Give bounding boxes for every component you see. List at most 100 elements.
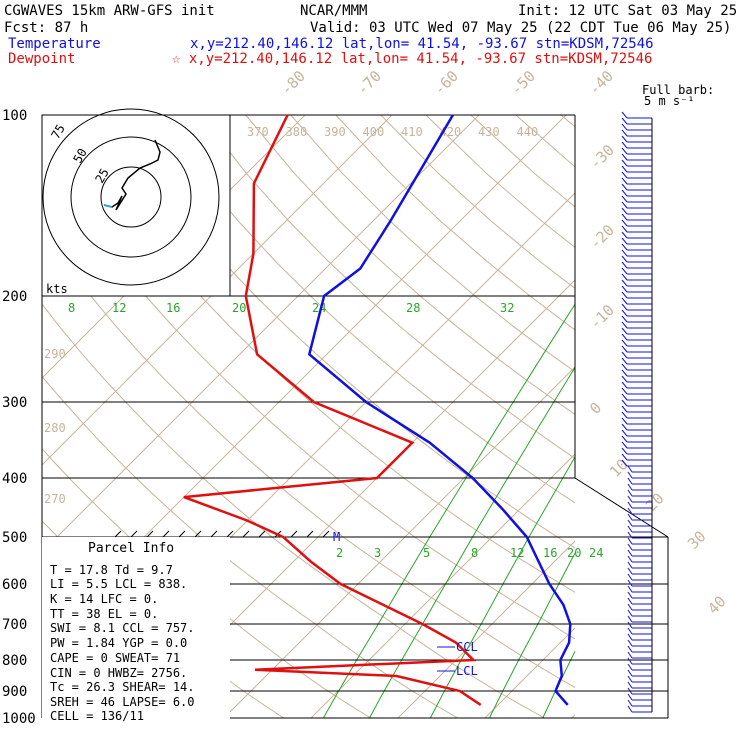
wind-barb-flag [621, 213, 628, 221]
wind-barbs [621, 111, 653, 713]
isotherm-label: -20 [586, 221, 618, 253]
wind-barb-flag [627, 495, 633, 503]
dry-adiabat-line [470, 115, 575, 208]
wind-barb-flag [621, 267, 628, 275]
wind-barb-flag [627, 663, 633, 671]
mixing-ratio-line [489, 552, 575, 718]
wind-barb-flag [621, 147, 628, 155]
wind-barb-flag [621, 333, 628, 341]
hodograph-low-level [103, 204, 113, 208]
wind-barb-flag [621, 459, 628, 467]
wind-barb-flag [621, 435, 628, 443]
wind-barb-flag [621, 243, 628, 251]
dewpoint-legend: Dewpoint [8, 51, 75, 67]
parcel-row: PW = 1.84 YGP = 0.0 [50, 636, 187, 650]
freezing-hatch [178, 530, 186, 538]
freezing-hatch [290, 530, 298, 538]
isotherm-label: 30 [684, 527, 710, 553]
wind-barb-flag [621, 393, 628, 401]
wind-barb-flag [621, 297, 628, 305]
theta-label: 370 [247, 125, 269, 139]
wind-barb-flag [621, 351, 628, 359]
isotherm-label: -40 [585, 67, 617, 99]
freezing-hatch [162, 530, 170, 538]
wind-barb-flag [621, 129, 628, 137]
pressure-tick-label: 300 [2, 395, 27, 411]
wind-barb-flag [621, 123, 628, 131]
mixing-ratio-line [368, 366, 575, 718]
wind-barb-flag [627, 675, 633, 683]
dry-adiabat-line [42, 151, 575, 640]
freezing-hatch [194, 530, 202, 538]
parcel-row: TT = 38 EL = 0. [50, 607, 158, 621]
hodograph: 25 50 75 kts [41, 108, 231, 297]
theta-label: 440 [517, 125, 539, 139]
mixing-ratio-label: 12 [112, 301, 126, 315]
dewpoint-profile [183, 114, 482, 706]
isotherm-label: -70 [353, 67, 385, 99]
barb-legend-line2: 5 m s⁻¹ [644, 94, 695, 108]
parcel-row: CELL = 136/11 [50, 709, 144, 723]
wind-barb-flag [627, 465, 633, 473]
wind-barb-flag [627, 567, 633, 575]
dry-adiabat-line [200, 115, 575, 460]
mixing-ratio-label: 24 [589, 546, 603, 560]
wind-barb-flag [621, 309, 628, 317]
org-label: NCAR/MMM [300, 3, 367, 19]
wind-barb-flag [621, 255, 628, 263]
wind-barb-flag [627, 579, 633, 587]
wind-barb-flag [621, 219, 628, 227]
dry-adiabat-line [155, 115, 575, 504]
barb-legend-line1: Full barb: [642, 83, 714, 97]
dry-adiabat-line [425, 115, 575, 248]
model-title: CGWAVES 15km ARW-GFS init [4, 3, 215, 19]
isotherm-label: 0 [586, 399, 605, 418]
wind-barb-flag [627, 543, 633, 551]
wind-barb-flag [627, 687, 633, 695]
freezing-hatch [210, 530, 218, 538]
wind-barb-flag [627, 549, 633, 557]
wind-barb-flag [621, 285, 628, 293]
wind-barb-flag [627, 645, 633, 653]
pressure-tick-label: 900 [2, 684, 27, 700]
wind-barb-flag [621, 357, 628, 365]
isotherm-line [42, 115, 393, 466]
isotherm-label: -60 [430, 67, 462, 99]
wind-barb-flag [627, 519, 633, 527]
wind-barb-flag [621, 177, 628, 185]
wind-barb-flag [627, 531, 633, 539]
mixing-ratio-line [681, 296, 740, 718]
forecast-hour: Fcst: 87 h [4, 20, 88, 36]
wind-barb-flag [621, 153, 628, 161]
wind-barb-flag [621, 447, 628, 455]
wind-barb-flag [627, 489, 633, 497]
hodograph-units: kts [46, 282, 68, 296]
pressure-tick-label: 500 [2, 530, 27, 546]
wind-barb-flag [621, 423, 628, 431]
pressure-tick-label: 400 [2, 471, 27, 487]
m-marker: M [333, 530, 340, 544]
wind-barb-flag [621, 141, 628, 149]
wind-barb-flag [621, 237, 628, 245]
parcel-row: SREH = 46 LAPSE= 6.0 [50, 695, 195, 709]
wind-barb-flag [621, 207, 628, 215]
wind-barb-flag [627, 597, 633, 605]
dry-adiabat-line [515, 115, 575, 168]
wind-barb-flag [621, 405, 628, 413]
wind-barb-flag [621, 453, 628, 461]
wind-barb-flag [621, 429, 628, 437]
wind-barb-flag [621, 225, 628, 233]
isotherm-line [42, 115, 480, 553]
wind-barb-flag [627, 477, 633, 485]
dewpoint-location: ☆ x,y=212.40,146.12 lat,lon= 41.54, -93.… [172, 51, 652, 67]
temperature-profile [307, 114, 572, 706]
freezing-hatch [226, 530, 234, 538]
parcel-info-background [42, 537, 230, 727]
dry-adiabat-line [290, 115, 575, 373]
wind-barb-flag [621, 171, 628, 179]
mixing-ratio-label: 8 [68, 301, 75, 315]
wind-barb-flag [627, 621, 633, 629]
theta-label: 380 [286, 125, 308, 139]
freezing-hatch [322, 530, 330, 538]
